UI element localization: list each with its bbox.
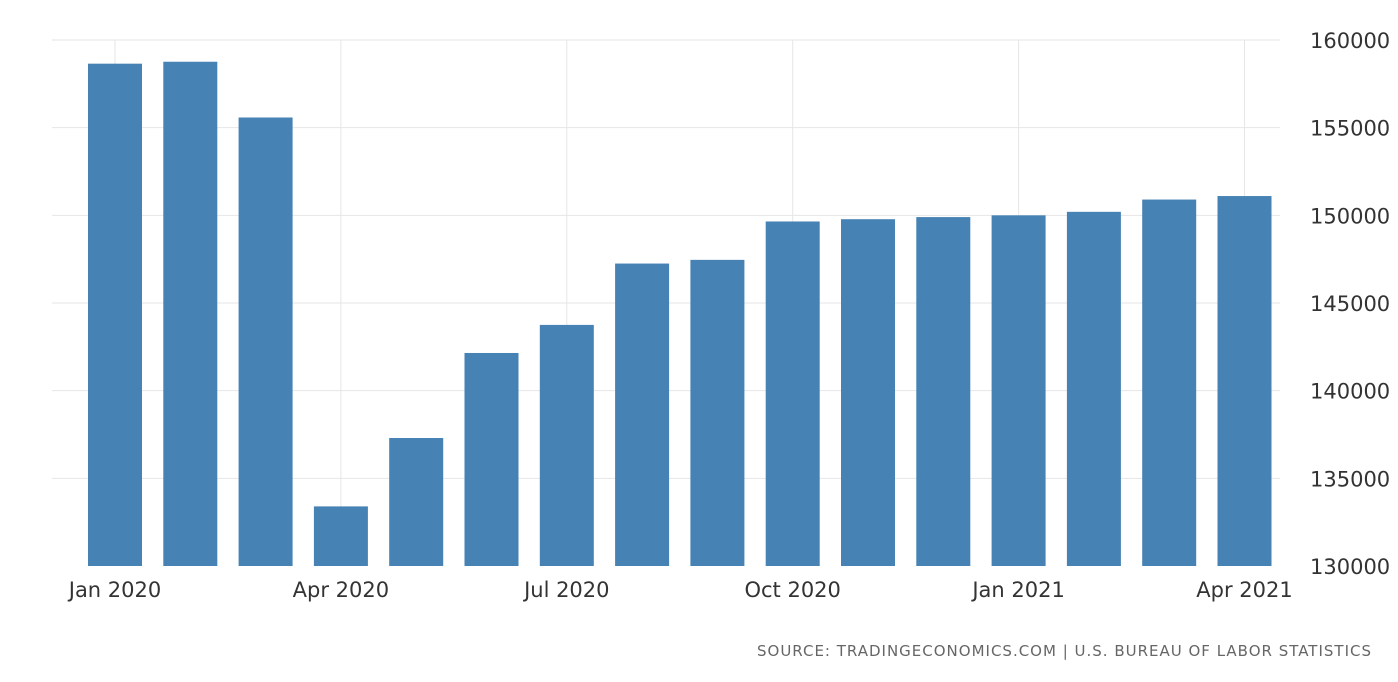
y-tick-label: 135000 xyxy=(1310,467,1390,491)
bar-jul-2020[interactable] xyxy=(539,324,594,566)
bar-jan-2021[interactable] xyxy=(991,215,1046,567)
bar-apr-2021[interactable] xyxy=(1217,196,1272,566)
x-tick-label: Jul 2020 xyxy=(522,578,609,602)
bar-apr-2020[interactable] xyxy=(313,506,368,566)
x-tick-label: Apr 2020 xyxy=(293,578,389,602)
y-axis-ticks: 160000 155000 150000 145000 140000 135000 1300… xyxy=(1310,29,1390,579)
bar-feb-2020[interactable] xyxy=(163,61,218,566)
bars xyxy=(88,61,1272,567)
bar-dec-2020[interactable] xyxy=(916,217,971,566)
y-tick-label: 130000 xyxy=(1310,555,1390,579)
x-tick-label: Apr 2021 xyxy=(1196,578,1292,602)
bar-jan-2020[interactable] xyxy=(88,63,142,567)
x-tick-label: Jan 2021 xyxy=(970,578,1065,602)
y-tick-label: 155000 xyxy=(1310,117,1390,141)
bar-aug-2020[interactable] xyxy=(615,263,670,566)
bar-may-2020[interactable] xyxy=(389,438,444,566)
bar-oct-2020[interactable] xyxy=(765,221,820,566)
bar-mar-2020[interactable] xyxy=(238,117,293,567)
y-tick-label: 145000 xyxy=(1310,292,1390,316)
x-tick-label: Jan 2020 xyxy=(67,578,162,602)
x-tick-label: Oct 2020 xyxy=(744,578,840,602)
y-tick-label: 150000 xyxy=(1310,204,1390,228)
x-axis-ticks: Jan 2020 Apr 2020 Jul 2020 Oct 2020 Jan 2021… xyxy=(67,578,1293,602)
y-tick-label: 160000 xyxy=(1310,29,1390,53)
bar-sep-2020[interactable] xyxy=(690,259,745,566)
source-note: SOURCE: TRADINGECONOMICS.COM | U.S. BURE… xyxy=(757,642,1372,660)
y-tick-label: 140000 xyxy=(1310,380,1390,404)
bar-jun-2020[interactable] xyxy=(464,352,519,566)
bar-nov-2020[interactable] xyxy=(841,219,895,566)
bar-feb-2021[interactable] xyxy=(1066,211,1121,566)
bar-mar-2021[interactable] xyxy=(1142,199,1197,566)
